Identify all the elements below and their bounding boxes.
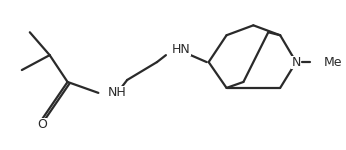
Text: O: O [37,118,47,131]
Text: NH: NH [107,86,126,99]
Text: N: N [291,56,301,69]
Text: HN: HN [172,43,191,56]
Text: HN: HN [172,43,191,56]
Text: Me: Me [324,56,343,69]
